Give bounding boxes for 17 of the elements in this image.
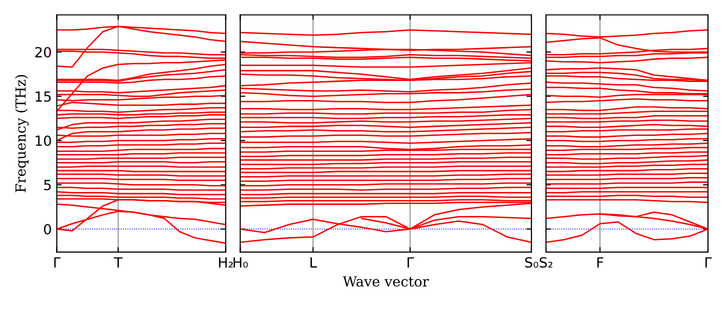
x-tick-label: S₀ <box>525 257 538 268</box>
x-tick-label: Γ <box>705 257 712 268</box>
x-tick-label: T <box>114 257 122 268</box>
x-tick-label: H₂ <box>219 257 233 268</box>
x-tick-label: Γ <box>408 257 414 268</box>
x-axis-title: Wave vector <box>342 276 429 287</box>
y-tick-label: 0 <box>44 224 51 234</box>
x-tick-label: S₂ <box>540 257 552 268</box>
x-tick-label: H₀ <box>234 257 248 268</box>
x-tick-label: Γ <box>54 257 61 268</box>
y-axis-title: Frequency (THz) <box>15 75 29 192</box>
y-tick-label: 20 <box>35 47 51 58</box>
y-tick-label: 10 <box>36 136 51 146</box>
y-tick-label: 15 <box>36 91 51 102</box>
x-tick-label: L <box>310 257 317 268</box>
x-tick-label: F <box>597 257 604 268</box>
y-tick-label: 5 <box>44 180 51 190</box>
